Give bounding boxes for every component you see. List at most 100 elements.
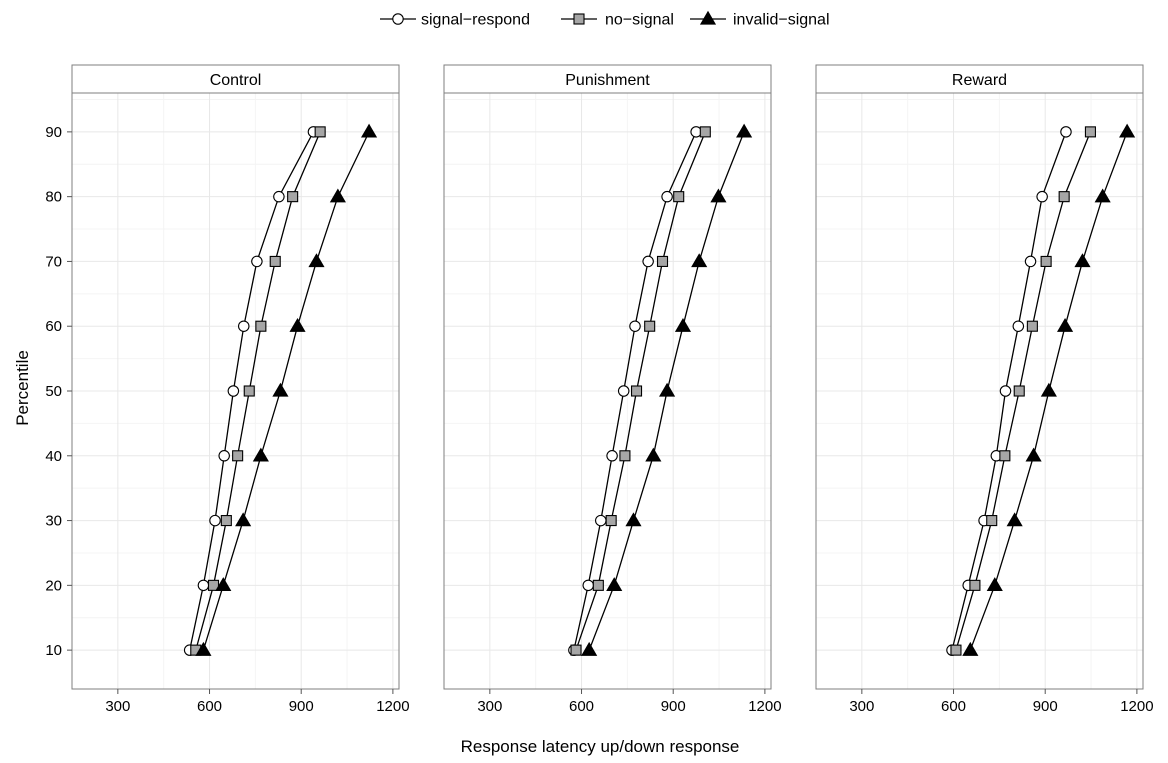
panel-title: Reward: [952, 72, 1007, 89]
series-signal-respond: [946, 126, 1072, 656]
panel-control: Control 300 600 900 1200 10 20 30 40 50 60 70 80 90: [45, 64, 410, 715]
data-point: [238, 320, 250, 332]
x-axis: 300 600 900 1200: [849, 689, 1154, 715]
data-point: [581, 641, 598, 656]
data-point: [617, 385, 630, 397]
data-point: [673, 191, 685, 203]
x-tick-label: 900: [661, 698, 686, 715]
data-point: [986, 577, 1003, 592]
y-axis-title: Percentile: [13, 350, 32, 426]
legend: signal−respond no−signal invalid−signal: [380, 10, 830, 29]
x-tick-label: 1200: [1120, 698, 1153, 715]
panel-title: Control: [210, 72, 262, 89]
legend-key-triangle-icon: [699, 10, 717, 25]
data-point: [1025, 447, 1042, 462]
data-point: [642, 255, 654, 268]
data-point: [220, 515, 232, 527]
series-signal-respond: [183, 126, 320, 656]
x-axis: 300 600 900 1200: [477, 689, 782, 715]
panel-border: [815, 92, 1144, 690]
x-tick-label: 600: [941, 698, 966, 715]
legend-label: no−signal: [605, 12, 674, 29]
data-point: [251, 255, 263, 268]
panel-border: [443, 92, 772, 690]
data-point: [950, 644, 962, 656]
data-point: [252, 447, 269, 462]
data-point: [255, 320, 267, 332]
gridlines: [72, 93, 399, 689]
y-tick-label: 70: [45, 253, 62, 270]
data-point: [243, 385, 255, 397]
series-invalid-signal: [195, 123, 378, 656]
data-point: [630, 385, 643, 397]
x-axis: 300 600 900 1200: [105, 689, 410, 715]
panel-title: Punishment: [565, 72, 650, 89]
data-point: [625, 512, 642, 527]
legend-item: invalid−signal: [690, 10, 830, 29]
data-point: [227, 385, 240, 397]
series-no-signal: [570, 126, 711, 656]
data-point: [605, 515, 617, 527]
panel-reward: Reward 300 600 900 1200: [815, 64, 1154, 715]
data-point: [232, 450, 244, 462]
x-tick-label: 600: [569, 698, 594, 715]
data-point: [1057, 318, 1074, 332]
data-point: [659, 382, 676, 397]
panel-punishment: Punishment 300 600 900 1200: [443, 64, 782, 715]
legend-label: invalid−signal: [733, 12, 830, 29]
data-point: [1040, 382, 1057, 397]
x-tick-label: 600: [197, 698, 222, 715]
y-tick-label: 80: [45, 189, 62, 206]
data-point: [582, 579, 594, 592]
data-point: [308, 253, 325, 268]
series-invalid-signal: [962, 123, 1136, 656]
data-point: [699, 126, 711, 138]
data-point: [235, 512, 252, 527]
data-point: [962, 641, 979, 656]
y-axis: 10 20 30 40 50 60 70 80 90: [45, 124, 72, 659]
data-point: [1006, 512, 1023, 527]
data-point: [969, 579, 981, 591]
data-point: [986, 515, 998, 527]
strip-header: [815, 64, 1144, 94]
data-point: [1036, 190, 1048, 203]
gridlines: [444, 93, 771, 689]
data-point: [629, 320, 641, 332]
x-tick-label: 900: [289, 698, 314, 715]
data-point: [329, 188, 346, 203]
y-tick-label: 20: [45, 577, 62, 594]
y-tick-label: 50: [45, 383, 62, 400]
data-point: [595, 514, 607, 527]
data-point: [606, 577, 623, 592]
data-point: [661, 190, 673, 203]
data-point: [644, 320, 656, 332]
data-point: [999, 450, 1011, 462]
gridlines: [816, 93, 1143, 689]
strip-header: [71, 64, 400, 94]
data-point: [269, 255, 281, 267]
data-point: [619, 450, 631, 462]
data-point: [195, 641, 212, 656]
y-tick-label: 40: [45, 448, 62, 465]
x-tick-label: 1200: [748, 698, 781, 715]
y-tick-label: 60: [45, 318, 62, 335]
x-tick-label: 900: [1033, 698, 1058, 715]
data-point: [360, 123, 378, 138]
data-point: [1012, 320, 1025, 332]
strip-header: [443, 64, 772, 94]
data-point: [314, 126, 326, 138]
data-point: [273, 190, 285, 203]
y-tick-label: 10: [45, 642, 62, 659]
data-point: [218, 450, 230, 462]
data-point: [592, 579, 604, 591]
data-point: [209, 514, 221, 527]
data-point: [1013, 385, 1025, 397]
data-point: [1040, 255, 1052, 267]
x-tick-label: 300: [105, 698, 130, 715]
series-no-signal: [950, 126, 1096, 656]
y-tick-label: 90: [45, 124, 62, 141]
data-point: [287, 191, 299, 203]
data-point: [207, 579, 220, 591]
data-point: [215, 577, 232, 592]
